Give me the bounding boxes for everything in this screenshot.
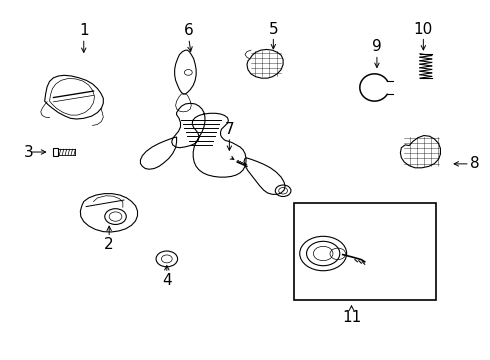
Text: 5: 5 [269,22,278,37]
Text: 7: 7 [224,122,234,137]
Text: 10: 10 [414,22,433,37]
Text: 8: 8 [470,156,479,171]
Text: 11: 11 [342,310,361,325]
Bar [294,203,436,300]
Text: 9: 9 [372,40,382,54]
Text: 6: 6 [184,23,194,39]
Text: 2: 2 [104,237,114,252]
Text: 1: 1 [79,23,89,39]
Text: 4: 4 [162,273,171,288]
Text: 3: 3 [24,144,33,159]
